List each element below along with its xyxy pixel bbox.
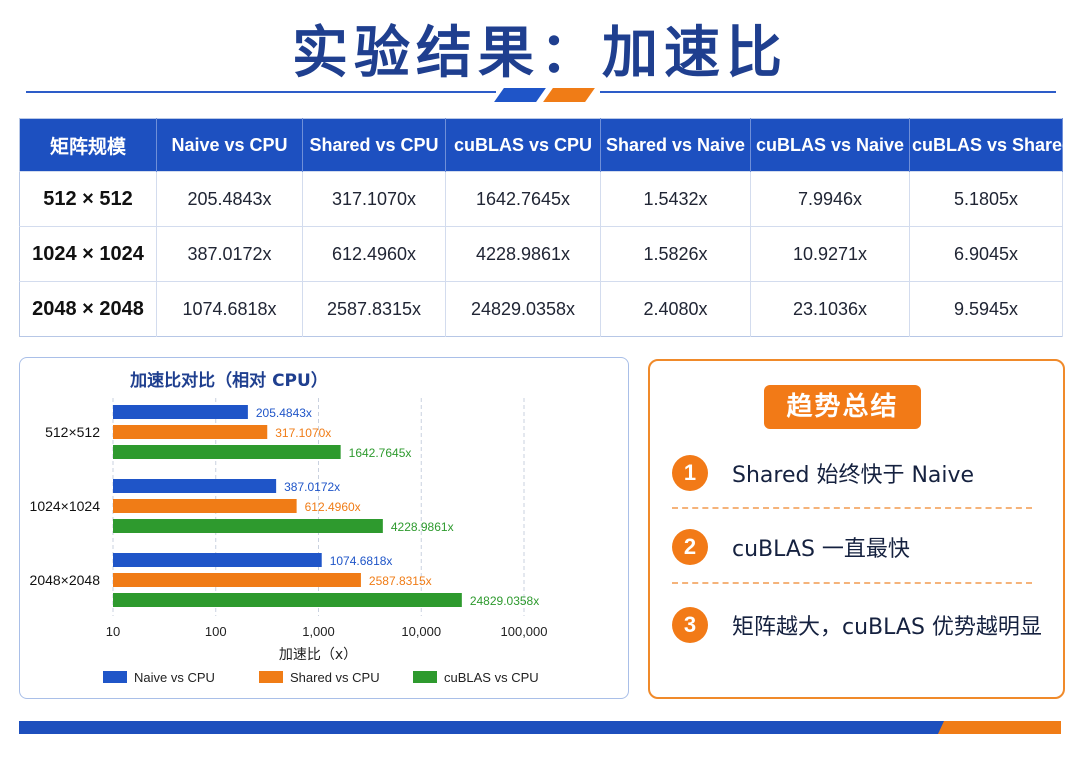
table-row: 1024 × 1024 387.0172x 612.4960x 4228.986… — [19, 226, 1063, 282]
table-cell: 24829.0358x — [445, 281, 601, 337]
table-cell: 4228.9861x — [445, 226, 601, 282]
table-cell: 10.9271x — [750, 226, 910, 282]
table-cell: 2.4080x — [600, 281, 751, 337]
title-accent-orange — [543, 88, 595, 102]
table-header: cuBLAS vs Naive — [750, 118, 910, 172]
table-row-header: 1024 × 1024 — [19, 226, 157, 282]
x-tick-label: 10,000 — [401, 624, 441, 639]
legend-label: Shared vs CPU — [290, 670, 380, 685]
table-cell: 1642.7645x — [445, 171, 601, 227]
footer-bar-orange — [938, 721, 1061, 734]
bar — [113, 425, 268, 439]
table-cell: 1074.6818x — [156, 281, 303, 337]
speedup-chart: 加速比对比（相对 CPU） 10 100 1,000 10,000 100,000 加速比（… — [30, 370, 548, 685]
legend-swatch — [413, 671, 437, 683]
summary-panel: 趋势总结 1 Shared 始终快于 Naive 2 cuBLAS 一直最快 3… — [648, 359, 1065, 699]
table-cell: 1.5432x — [600, 171, 751, 227]
table-header: Naive vs CPU — [156, 118, 303, 172]
table-cell: 9.5945x — [909, 281, 1063, 337]
table-cell: 7.9946x — [750, 171, 910, 227]
number-badge: 2 — [672, 529, 708, 565]
table-cell: 1.5826x — [600, 226, 751, 282]
divider — [672, 582, 1032, 584]
bar — [113, 479, 277, 493]
bar — [113, 405, 248, 419]
summary-item: 3 矩阵越大，cuBLAS 优势越明显 — [672, 605, 1042, 645]
summary-item-text: Shared 始终快于 Naive — [732, 463, 975, 488]
table-cell: 6.9045x — [909, 226, 1063, 282]
results-table: 矩阵规模 Naive vs CPU Shared vs CPU cuBLAS v… — [19, 118, 1073, 337]
category-label: 2048×2048 — [30, 572, 101, 588]
data-label: 317.1070x — [275, 426, 331, 440]
number-badge: 3 — [672, 607, 708, 643]
legend-label: Naive vs CPU — [134, 670, 215, 685]
table-cell: 317.1070x — [302, 171, 446, 227]
legend-swatch — [103, 671, 127, 683]
table-row: 512 × 512 205.4843x 317.1070x 1642.7645x… — [19, 171, 1063, 227]
data-label: 205.4843x — [256, 406, 312, 420]
summary-item: 2 cuBLAS 一直最快 — [672, 527, 910, 567]
table-row-header: 2048 × 2048 — [19, 281, 157, 337]
table-cell: 387.0172x — [156, 226, 303, 282]
chart-panel: 加速比对比（相对 CPU） 10 100 1,000 10,000 100,000 加速比（… — [19, 357, 629, 699]
category-label: 512×512 — [45, 424, 100, 440]
bar — [113, 499, 297, 513]
table-header: Shared vs Naive — [600, 118, 751, 172]
data-label: 1074.6818x — [330, 554, 393, 568]
table-row: 2048 × 2048 1074.6818x 2587.8315x 24829.… — [19, 281, 1063, 337]
x-tick-label: 10 — [106, 624, 120, 639]
footer-bar-blue — [19, 721, 944, 734]
divider — [672, 507, 1032, 509]
table-header: cuBLAS vs Shared — [909, 118, 1073, 172]
data-label: 4228.9861x — [391, 520, 454, 534]
category-label: 1024×1024 — [30, 498, 101, 514]
summary-item-text: cuBLAS 一直最快 — [732, 537, 910, 562]
table-header: Shared vs CPU — [302, 118, 446, 172]
bar — [113, 445, 341, 459]
x-axis-label: 加速比（x） — [279, 647, 357, 663]
table-row-header: 512 × 512 — [19, 171, 157, 227]
legend-swatch — [259, 671, 283, 683]
legend-label: cuBLAS vs CPU — [444, 670, 539, 685]
summary-item: 1 Shared 始终快于 Naive — [672, 453, 974, 493]
title-rule-right — [600, 91, 1056, 93]
data-label: 612.4960x — [305, 500, 361, 514]
table-header: 矩阵规模 — [19, 118, 157, 172]
x-tick-label: 100,000 — [501, 624, 548, 639]
table-header: cuBLAS vs CPU — [445, 118, 601, 172]
page-title: 实验结果：加速比 — [292, 21, 788, 86]
bar — [113, 553, 322, 567]
bar — [113, 593, 462, 607]
title-accent-blue — [494, 88, 546, 102]
summary-item-text: 矩阵越大，cuBLAS 优势越明显 — [732, 615, 1042, 640]
summary-title: 趋势总结 — [764, 385, 921, 429]
bar — [113, 519, 383, 533]
table-cell: 5.1805x — [909, 171, 1063, 227]
data-label: 387.0172x — [284, 480, 340, 494]
x-tick-label: 1,000 — [302, 624, 335, 639]
x-tick-label: 100 — [205, 624, 227, 639]
data-label: 2587.8315x — [369, 574, 432, 588]
data-label: 1642.7645x — [349, 446, 412, 460]
data-label: 24829.0358x — [470, 594, 539, 608]
table-cell: 2587.8315x — [302, 281, 446, 337]
table-cell: 612.4960x — [302, 226, 446, 282]
number-badge: 1 — [672, 455, 708, 491]
table-cell: 205.4843x — [156, 171, 303, 227]
chart-title: 加速比对比（相对 CPU） — [129, 370, 328, 391]
title-rule-left — [26, 91, 496, 93]
table-cell: 23.1036x — [750, 281, 910, 337]
bar — [113, 573, 361, 587]
table-header-row: 矩阵规模 Naive vs CPU Shared vs CPU cuBLAS v… — [19, 118, 1073, 172]
